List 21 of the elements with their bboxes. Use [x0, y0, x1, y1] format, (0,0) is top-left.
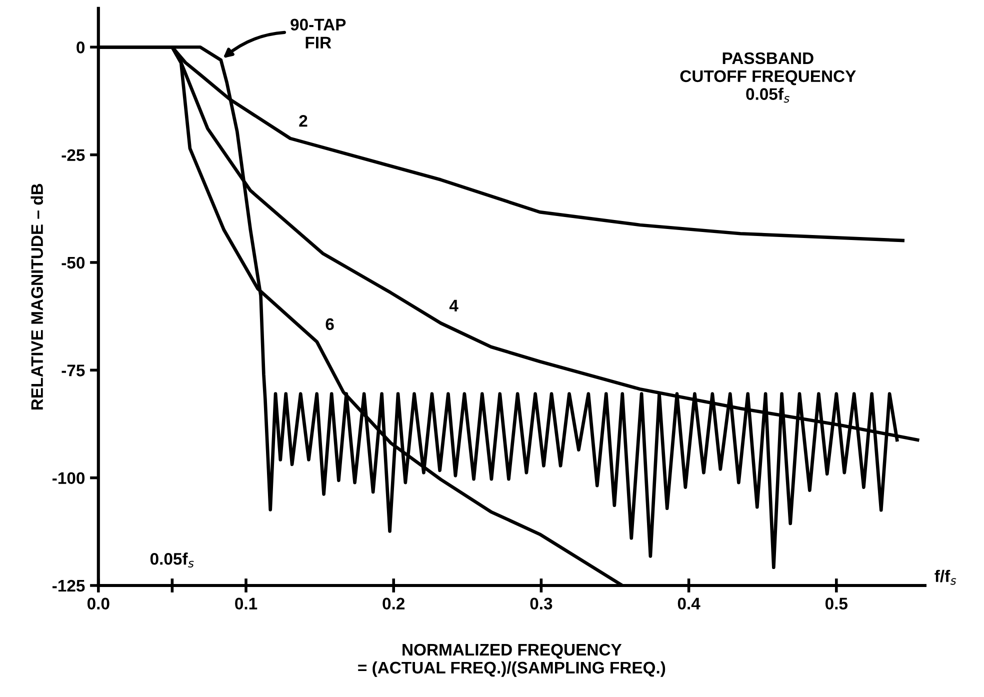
series-label: 4 [449, 300, 458, 312]
x-axis-title: NORMALIZED FREQUENCY = (ACTUAL FREQ.)/(SAMPLING FREQ.) [358, 644, 666, 677]
text: f/f$_{s}$ [934, 570, 956, 585]
y-tick-label: -75 [62, 364, 85, 376]
series-label: 2 [299, 115, 308, 127]
x-tick-label: 0.0 [87, 598, 110, 610]
x-tick-label: 0.3 [530, 598, 552, 610]
x-tick-label: 0.5 [825, 598, 848, 610]
y-tick-label: -50 [62, 256, 85, 269]
annotation: PASSBAND CUTOFF FREQUENCY 0.05f$_{s}$ [680, 52, 856, 103]
x-tick-label: 0.2 [382, 598, 405, 610]
y-tick-label: -25 [62, 149, 85, 161]
y-tick-label: -125 [52, 580, 85, 592]
y-axis-title: RELATIVE MAGNITUDE – dB [30, 184, 43, 410]
series-label: 6 [326, 318, 334, 330]
annotation: 90-TAP FIR [290, 18, 346, 48]
y-tick-label: 0 [76, 42, 85, 54]
x-tick-label: 0.1 [235, 598, 258, 610]
y-tick-label: -100 [52, 472, 85, 484]
x-tick-label: 0.4 [678, 598, 700, 610]
annotation: 0.05f$_{s}$ [150, 552, 194, 568]
